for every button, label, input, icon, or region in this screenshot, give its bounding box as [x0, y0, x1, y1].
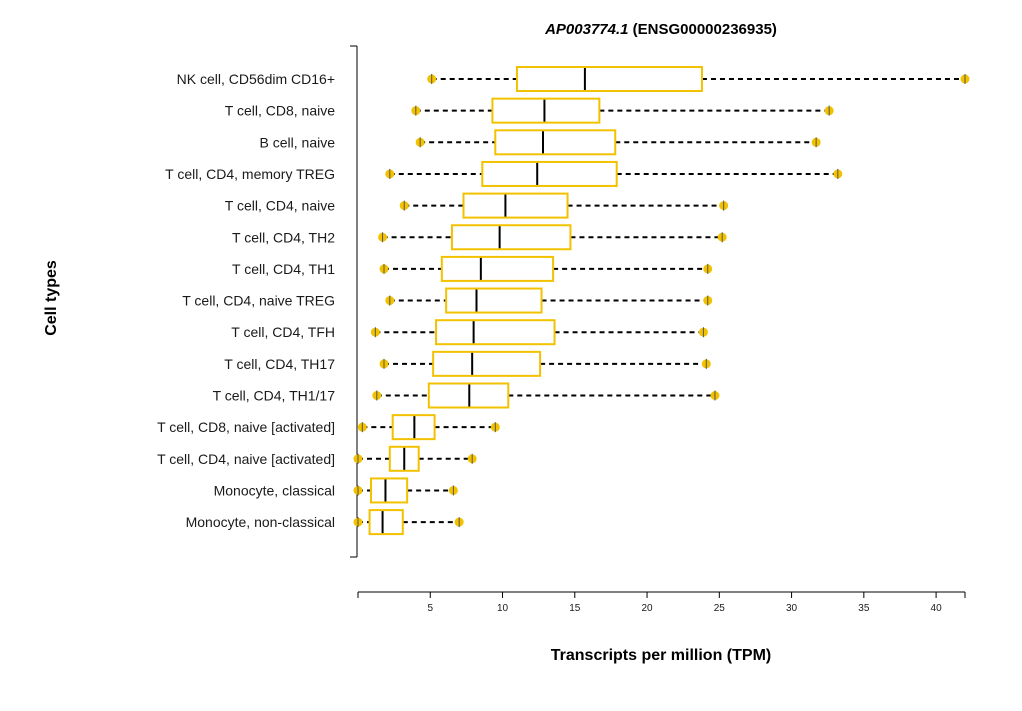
x-tick-label: 30 — [786, 603, 798, 614]
iqr-box — [462, 192, 569, 219]
iqr-box — [440, 255, 555, 282]
x-tick-label: 20 — [641, 603, 653, 614]
category-label: T cell, CD4, memory TREG — [165, 166, 335, 182]
iqr-box — [445, 287, 543, 314]
category-label: T cell, CD8, naive [activated] — [157, 419, 335, 435]
x-tick-label: 35 — [858, 603, 870, 614]
category-label: NK cell, CD56dim CD16+ — [177, 71, 335, 87]
y-axis-title: Cell types — [43, 260, 60, 336]
plot-area: 5 10 15 20 25 30 35 40 NK cell, CD56dim CD16+ T c… — [157, 45, 970, 614]
iqr-box — [450, 224, 572, 251]
x-axis-title: Transcripts per million (TPM) — [551, 647, 771, 664]
category-label: Monocyte, non-classical — [186, 514, 335, 530]
iqr-box — [515, 66, 703, 92]
category-label: Monocyte, classical — [214, 482, 335, 498]
x-tick-label: 25 — [714, 603, 726, 614]
iqr-box — [391, 414, 436, 441]
category-label: T cell, CD4, TH1 — [232, 261, 335, 277]
category-label: B cell, naive — [260, 134, 336, 150]
chart-title-gene-id: (ENSG00000236935) — [628, 21, 776, 38]
category-label: T cell, CD4, naive TREG — [182, 293, 335, 309]
x-tick-label: 5 — [427, 603, 433, 614]
iqr-box — [388, 445, 420, 472]
iqr-box — [435, 319, 556, 346]
category-label: T cell, CD4, naive [activated] — [157, 451, 335, 467]
iqr-box — [427, 382, 510, 409]
x-tick-label: 10 — [497, 603, 509, 614]
chart-title-gene: AP003774.1 — [544, 21, 628, 38]
category-label: T cell, CD4, TFH — [231, 324, 335, 340]
category-label: T cell, CD8, naive — [225, 103, 335, 119]
chart-title: AP003774.1 (ENSG00000236935) — [544, 21, 777, 38]
x-tick-label: 40 — [931, 603, 943, 614]
iqr-box — [432, 350, 542, 377]
category-label: T cell, CD4, TH2 — [232, 229, 335, 245]
iqr-box — [368, 509, 404, 536]
category-label: T cell, CD4, TH17 — [224, 356, 335, 372]
category-label: T cell, CD4, TH1/17 — [213, 388, 336, 404]
iqr-box — [370, 477, 409, 504]
iqr-box — [481, 160, 618, 187]
category-label: T cell, CD4, naive — [225, 198, 335, 214]
x-tick-label: 15 — [569, 603, 581, 614]
iqr-box — [494, 129, 617, 156]
iqr-box — [491, 97, 601, 124]
